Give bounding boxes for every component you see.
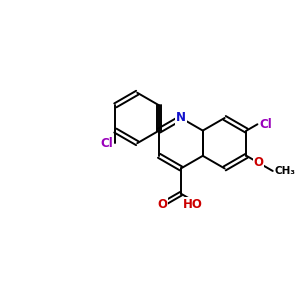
- Text: CH₃: CH₃: [275, 166, 296, 176]
- Text: HO: HO: [183, 198, 202, 211]
- Text: Cl: Cl: [260, 118, 272, 131]
- Text: O: O: [158, 198, 167, 211]
- Text: Cl: Cl: [101, 137, 113, 150]
- Text: O: O: [254, 156, 263, 169]
- Text: N: N: [176, 112, 186, 124]
